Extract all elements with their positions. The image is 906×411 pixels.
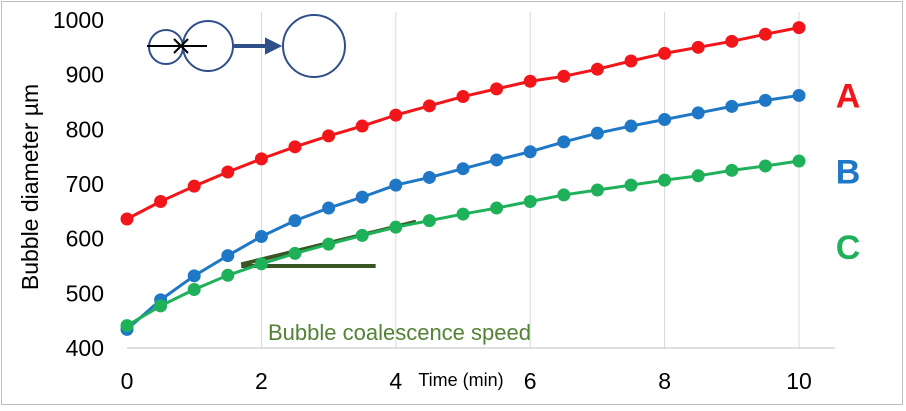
data-point <box>691 40 705 54</box>
data-point <box>422 170 436 184</box>
data-point <box>221 249 235 263</box>
data-point <box>120 319 134 333</box>
data-point <box>187 283 201 297</box>
data-point <box>490 201 504 215</box>
data-point <box>422 214 436 228</box>
y-tick-label: 800 <box>66 116 104 142</box>
arrow-head-icon <box>265 37 283 55</box>
data-point <box>725 34 739 48</box>
data-point <box>658 173 672 187</box>
tick-labels: 0 2 4 6 8 10 400 500 600 700 800 900 1000 <box>53 7 812 394</box>
data-point <box>120 212 134 226</box>
data-point <box>758 159 772 173</box>
data-point <box>557 69 571 83</box>
x-tick-label: 8 <box>658 368 671 394</box>
series-A <box>120 21 806 226</box>
bubble-merge-icon <box>147 14 346 78</box>
series-label-B: B <box>836 153 861 191</box>
data-point <box>288 246 302 260</box>
data-point <box>658 112 672 126</box>
data-series <box>120 21 806 336</box>
bubble-diameter-chart: 0 2 4 6 8 10 400 500 600 700 800 900 1000 ABC Bubble… <box>17 7 861 394</box>
data-point <box>792 154 806 168</box>
data-point <box>322 201 336 215</box>
series-line-A <box>126 26 800 221</box>
y-tick-label: 600 <box>66 226 104 252</box>
data-point <box>355 190 369 204</box>
data-point <box>288 140 302 154</box>
grid-lines <box>260 12 800 348</box>
data-point <box>355 119 369 133</box>
x-tick-label: 6 <box>524 368 537 394</box>
x-axis-label: Time (min) <box>418 370 503 390</box>
merged-bubble-icon <box>282 14 346 78</box>
data-point <box>590 62 604 76</box>
data-point <box>154 299 168 313</box>
data-point <box>187 179 201 193</box>
data-point <box>389 178 403 192</box>
y-axis-label: Bubble diameter µm <box>17 84 43 290</box>
data-point <box>422 99 436 113</box>
data-point <box>288 214 302 228</box>
series-line-C <box>126 159 800 327</box>
data-point <box>758 93 772 107</box>
data-point <box>456 162 470 176</box>
data-point <box>154 194 168 208</box>
merge-cross-b-icon <box>173 38 189 54</box>
x-tick-label: 2 <box>255 368 268 394</box>
data-point <box>322 129 336 143</box>
data-point <box>590 183 604 197</box>
data-point <box>490 82 504 96</box>
y-tick-label: 1000 <box>53 7 104 33</box>
series-C <box>120 154 806 333</box>
y-tick-label: 500 <box>66 280 104 306</box>
data-point <box>221 165 235 179</box>
x-tick-label: 4 <box>389 368 402 394</box>
x-tick-label: 0 <box>121 368 134 394</box>
series-label-A: A <box>836 78 861 116</box>
data-point <box>792 88 806 102</box>
series-B <box>120 88 806 336</box>
data-point <box>322 237 336 251</box>
data-point <box>725 163 739 177</box>
series-label-C: C <box>836 229 861 267</box>
series-labels: ABC <box>836 78 861 267</box>
data-point <box>355 228 369 242</box>
data-point <box>456 90 470 104</box>
x-tick-label: 10 <box>786 368 812 394</box>
data-point <box>456 207 470 221</box>
data-point <box>523 194 537 208</box>
data-point <box>758 27 772 41</box>
data-point <box>187 269 201 283</box>
data-point <box>523 74 537 88</box>
y-tick-label: 700 <box>66 171 104 197</box>
data-point <box>221 268 235 282</box>
data-point <box>490 153 504 167</box>
data-point <box>691 169 705 183</box>
data-point <box>557 135 571 149</box>
data-point <box>691 106 705 120</box>
data-point <box>624 178 638 192</box>
data-point <box>254 152 268 166</box>
data-point <box>658 46 672 60</box>
data-point <box>389 108 403 122</box>
data-point <box>389 220 403 234</box>
data-point <box>557 188 571 202</box>
data-point <box>254 229 268 243</box>
data-point <box>523 145 537 159</box>
data-point <box>590 126 604 140</box>
data-point <box>254 257 268 271</box>
data-point <box>792 21 806 35</box>
data-point <box>624 119 638 133</box>
data-point <box>725 99 739 113</box>
data-point <box>624 54 638 68</box>
coalescence-annotation: Bubble coalescence speed <box>268 320 531 345</box>
y-tick-label: 400 <box>66 335 104 361</box>
y-tick-label: 900 <box>66 62 104 88</box>
